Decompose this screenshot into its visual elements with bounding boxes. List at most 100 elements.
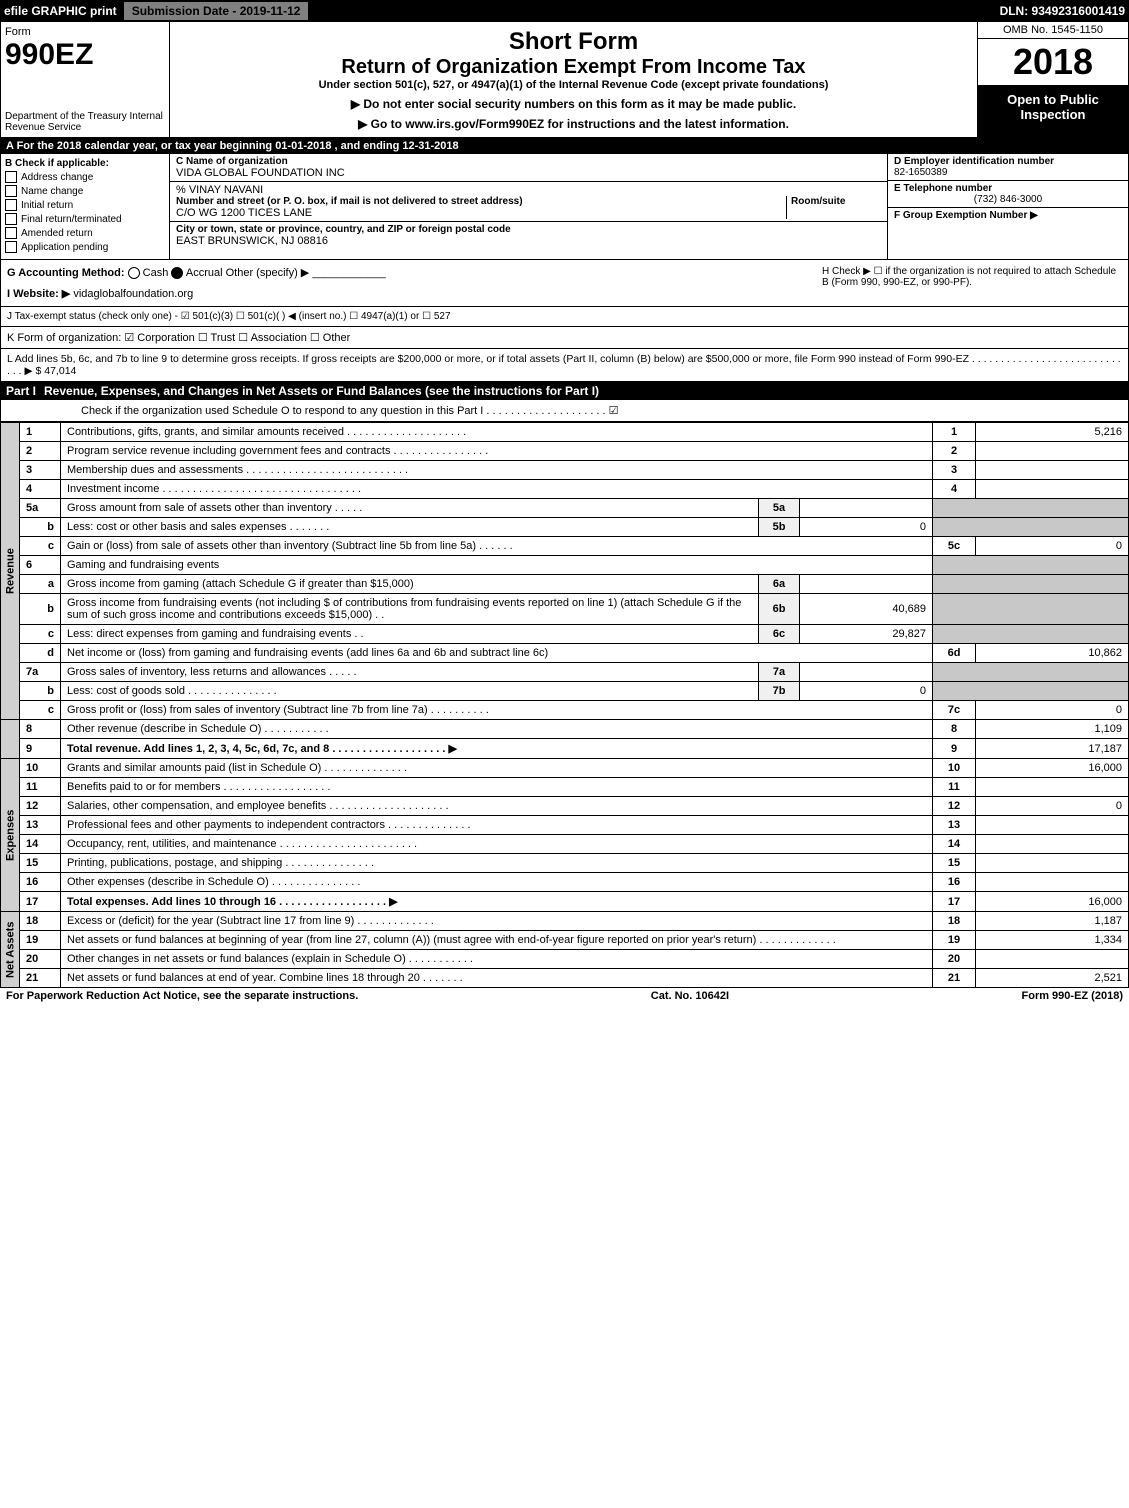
- line-desc: Net income or (loss) from gaming and fun…: [61, 644, 933, 663]
- chk-application-pending[interactable]: Application pending: [5, 241, 165, 253]
- efile-label: efile GRAPHIC print: [4, 4, 117, 18]
- line-desc: Investment income . . . . . . . . . . . …: [61, 480, 933, 499]
- short-form-title: Short Form: [176, 28, 971, 56]
- line-desc: Excess or (deficit) for the year (Subtra…: [61, 912, 933, 931]
- line-num: 5a: [20, 499, 61, 518]
- shade-cell: [933, 575, 1129, 594]
- col-val: [976, 461, 1129, 480]
- line-num: 1: [20, 423, 61, 442]
- line-desc: Gross amount from sale of assets other t…: [61, 499, 759, 518]
- col-b: B Check if applicable: Address change Na…: [1, 154, 170, 259]
- org-name: VIDA GLOBAL FOUNDATION INC: [176, 167, 881, 179]
- line-desc: Gross income from fundraising events (no…: [61, 594, 759, 625]
- line-num: 20: [20, 950, 61, 969]
- line-num: 11: [20, 778, 61, 797]
- col-h: H Check ▶ ☐ if the organization is not r…: [822, 266, 1122, 300]
- box-val: [800, 575, 933, 594]
- col-val: 0: [976, 701, 1129, 720]
- col-val: 0: [976, 537, 1129, 556]
- box-label: 5b: [759, 518, 800, 537]
- radio-accrual[interactable]: [171, 267, 183, 279]
- row-a: A For the 2018 calendar year, or tax yea…: [0, 138, 1129, 154]
- accrual-label: Accrual: [186, 267, 223, 279]
- line-desc: Other changes in net assets or fund bala…: [61, 950, 933, 969]
- row-a-left: A For the 2018 calendar year, or tax yea…: [6, 140, 331, 152]
- chk-label: Final return/terminated: [21, 214, 122, 225]
- line-desc: Grants and similar amounts paid (list in…: [61, 759, 933, 778]
- care-of: % VINAY NAVANI: [176, 184, 881, 196]
- shade-cell: [933, 663, 1129, 682]
- col-val: 1,187: [976, 912, 1129, 931]
- box-val: [800, 663, 933, 682]
- shade-cell: [933, 594, 1129, 625]
- chk-label: Initial return: [21, 200, 73, 211]
- cash-label: Cash: [143, 267, 169, 279]
- chk-name-change[interactable]: Name change: [5, 185, 165, 197]
- col-label: 7c: [933, 701, 976, 720]
- line-desc: Less: direct expenses from gaming and fu…: [61, 625, 759, 644]
- website-link[interactable]: vidaglobalfoundation.org: [73, 288, 193, 300]
- chk-final-return[interactable]: Final return/terminated: [5, 213, 165, 225]
- form-header: Form 990EZ Department of the Treasury In…: [0, 22, 1129, 138]
- col-label: 10: [933, 759, 976, 778]
- street-value: C/O WG 1200 TICES LANE: [176, 207, 786, 219]
- col-label: 13: [933, 816, 976, 835]
- col-label: 2: [933, 442, 976, 461]
- radio-cash[interactable]: [128, 267, 140, 279]
- line-desc: Benefits paid to or for members . . . . …: [61, 778, 933, 797]
- line-num: d: [20, 644, 61, 663]
- footer-center: Cat. No. 10642I: [651, 990, 729, 1002]
- line-desc: Membership dues and assessments . . . . …: [61, 461, 933, 480]
- box-label: 7b: [759, 682, 800, 701]
- col-val: [976, 778, 1129, 797]
- line-desc: Net assets or fund balances at beginning…: [61, 931, 933, 950]
- line-num: 10: [20, 759, 61, 778]
- col-label: 6d: [933, 644, 976, 663]
- col-label: 16: [933, 873, 976, 892]
- header-center: Short Form Return of Organization Exempt…: [170, 22, 977, 137]
- header-left: Form 990EZ Department of the Treasury In…: [1, 22, 170, 137]
- line-desc: Salaries, other compensation, and employ…: [61, 797, 933, 816]
- line-num: 6: [20, 556, 61, 575]
- g-label: G Accounting Method:: [7, 267, 125, 279]
- col-val: 0: [976, 797, 1129, 816]
- line-num: 21: [20, 969, 61, 988]
- line-num: b: [20, 682, 61, 701]
- box-val: 29,827: [800, 625, 933, 644]
- box-val: 0: [800, 518, 933, 537]
- col-label: 5c: [933, 537, 976, 556]
- dln-label: DLN: 93492316001419: [1000, 4, 1125, 18]
- part-i-label: Part I: [6, 384, 44, 398]
- line-desc: Printing, publications, postage, and shi…: [61, 854, 933, 873]
- col-val: 1,334: [976, 931, 1129, 950]
- col-val: [976, 480, 1129, 499]
- city-value: EAST BRUNSWICK, NJ 08816: [176, 235, 881, 247]
- col-c: C Name of organization VIDA GLOBAL FOUND…: [170, 154, 887, 259]
- chk-amended-return[interactable]: Amended return: [5, 227, 165, 239]
- lines-table: Revenue 1 Contributions, gifts, grants, …: [0, 422, 1129, 988]
- shade-cell: [933, 518, 1129, 537]
- header-right: OMB No. 1545-1150 2018 Open to Public In…: [977, 22, 1128, 137]
- box-val: 40,689: [800, 594, 933, 625]
- chk-initial-return[interactable]: Initial return: [5, 199, 165, 211]
- warn-1: ▶ Do not enter social security numbers o…: [176, 97, 971, 111]
- line-desc: Gross sales of inventory, less returns a…: [61, 663, 759, 682]
- col-val: [976, 835, 1129, 854]
- warn-2: ▶ Go to www.irs.gov/Form990EZ for instru…: [176, 117, 971, 131]
- row-k: K Form of organization: ☑ Corporation ☐ …: [0, 327, 1129, 349]
- box-label: 6c: [759, 625, 800, 644]
- box-label: 7a: [759, 663, 800, 682]
- revenue-side-label: Revenue: [1, 423, 20, 720]
- shade-cell: [933, 682, 1129, 701]
- chk-address-change[interactable]: Address change: [5, 171, 165, 183]
- col-label: 17: [933, 892, 976, 912]
- col-label: 14: [933, 835, 976, 854]
- return-title: Return of Organization Exempt From Incom…: [176, 56, 971, 79]
- subtitle: Under section 501(c), 527, or 4947(a)(1)…: [176, 79, 971, 91]
- col-label: 12: [933, 797, 976, 816]
- phone-label: E Telephone number: [894, 183, 1122, 194]
- box-label: 5a: [759, 499, 800, 518]
- org-name-label: C Name of organization: [176, 156, 881, 167]
- line-num: 3: [20, 461, 61, 480]
- tax-year: 2018: [978, 39, 1128, 86]
